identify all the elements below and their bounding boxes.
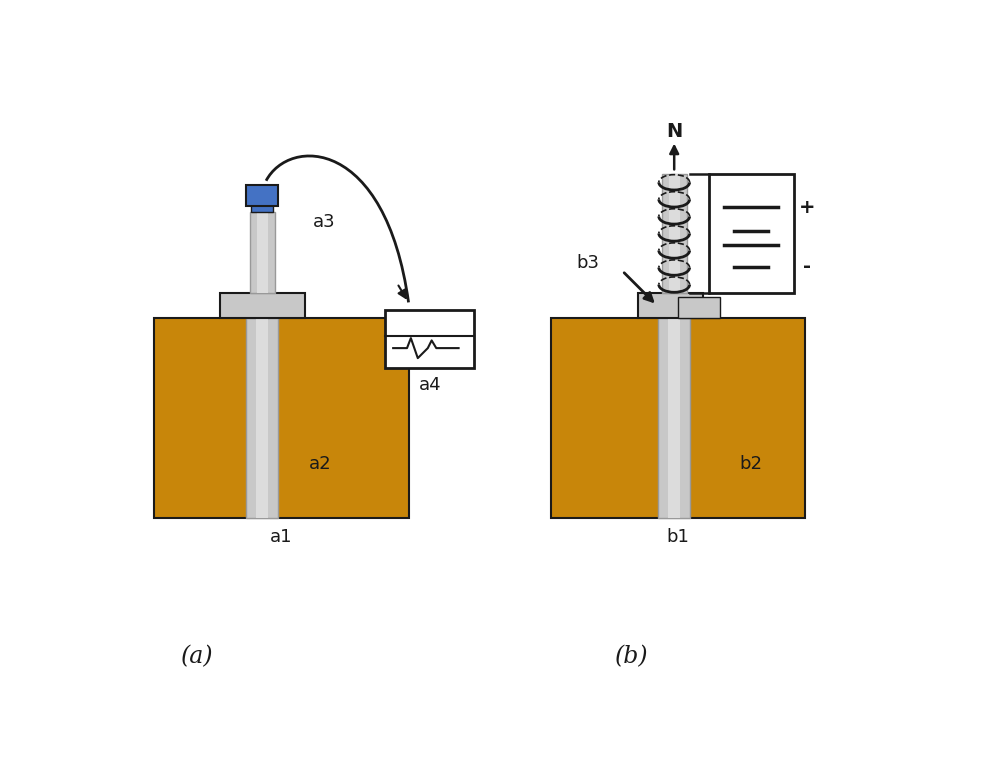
- Bar: [154, 318, 409, 518]
- Bar: [658, 318, 690, 518]
- Bar: [256, 318, 268, 518]
- Bar: [246, 318, 278, 518]
- Text: b2: b2: [740, 455, 763, 473]
- Bar: [551, 318, 805, 518]
- Bar: [250, 212, 275, 293]
- Bar: [668, 318, 680, 518]
- Bar: [220, 293, 305, 318]
- Text: a3: a3: [313, 212, 335, 230]
- Text: a1: a1: [270, 528, 293, 546]
- Text: N: N: [666, 122, 682, 141]
- Bar: [709, 174, 794, 293]
- Text: -: -: [803, 258, 811, 276]
- Bar: [669, 174, 680, 293]
- Text: b1: b1: [667, 528, 689, 546]
- Bar: [662, 174, 687, 293]
- Bar: [678, 297, 720, 318]
- Text: a4: a4: [418, 376, 441, 394]
- Bar: [246, 184, 278, 206]
- Bar: [251, 198, 273, 212]
- Text: (b): (b): [615, 645, 649, 668]
- Text: +: +: [799, 198, 816, 216]
- Text: (a): (a): [180, 645, 213, 668]
- Text: a2: a2: [309, 455, 331, 473]
- Bar: [385, 310, 474, 368]
- Text: b3: b3: [576, 254, 599, 272]
- Bar: [257, 212, 268, 293]
- Bar: [638, 293, 703, 318]
